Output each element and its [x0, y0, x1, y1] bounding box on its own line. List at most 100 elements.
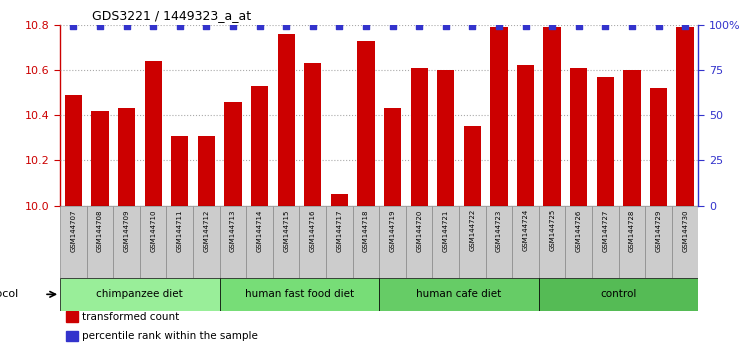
- Bar: [273, 206, 300, 278]
- Text: GSM144726: GSM144726: [576, 209, 582, 252]
- Bar: [406, 206, 433, 278]
- Bar: [198, 136, 215, 206]
- Text: percentile rank within the sample: percentile rank within the sample: [83, 331, 258, 342]
- Bar: [220, 206, 246, 278]
- Text: GSM144712: GSM144712: [204, 209, 210, 252]
- Bar: [167, 206, 193, 278]
- Bar: [66, 331, 78, 342]
- Bar: [486, 206, 512, 278]
- Bar: [544, 27, 561, 206]
- Bar: [251, 86, 268, 206]
- Text: GSM144728: GSM144728: [629, 209, 635, 252]
- Text: protocol: protocol: [0, 289, 19, 299]
- Text: human fast food diet: human fast food diet: [245, 289, 354, 299]
- Bar: [433, 206, 459, 278]
- Point: [466, 23, 478, 29]
- Point: [94, 23, 106, 29]
- Bar: [66, 312, 78, 321]
- Bar: [86, 206, 113, 278]
- Point: [520, 23, 532, 29]
- Text: GSM144717: GSM144717: [336, 209, 342, 252]
- Text: GSM144720: GSM144720: [416, 209, 422, 252]
- Bar: [246, 206, 273, 278]
- Point: [387, 23, 399, 29]
- Bar: [379, 206, 406, 278]
- Bar: [65, 95, 82, 206]
- Bar: [60, 206, 86, 278]
- Bar: [60, 278, 220, 311]
- Bar: [326, 206, 353, 278]
- Bar: [144, 61, 161, 206]
- Point: [360, 23, 372, 29]
- Text: GSM144729: GSM144729: [656, 209, 662, 252]
- Point: [413, 23, 425, 29]
- Text: control: control: [601, 289, 637, 299]
- Text: GSM144716: GSM144716: [309, 209, 315, 252]
- Point: [333, 23, 345, 29]
- Text: GSM144719: GSM144719: [390, 209, 396, 252]
- Point: [306, 23, 318, 29]
- Bar: [597, 77, 614, 206]
- Point: [679, 23, 691, 29]
- Bar: [490, 27, 508, 206]
- Point: [254, 23, 266, 29]
- Point: [599, 23, 611, 29]
- Bar: [300, 206, 326, 278]
- Bar: [225, 102, 242, 206]
- Bar: [623, 70, 641, 206]
- Bar: [193, 206, 219, 278]
- Point: [227, 23, 239, 29]
- Bar: [171, 136, 189, 206]
- Bar: [650, 88, 667, 206]
- Bar: [437, 70, 454, 206]
- Point: [653, 23, 665, 29]
- Text: GSM144711: GSM144711: [176, 209, 182, 252]
- Point: [173, 23, 185, 29]
- Text: GSM144709: GSM144709: [124, 209, 130, 252]
- Point: [280, 23, 292, 29]
- Text: GSM144723: GSM144723: [496, 209, 502, 252]
- Text: GSM144707: GSM144707: [71, 209, 77, 252]
- Point: [493, 23, 505, 29]
- Text: GSM144721: GSM144721: [443, 209, 449, 252]
- Text: transformed count: transformed count: [83, 312, 179, 321]
- Bar: [92, 111, 109, 206]
- Bar: [384, 108, 401, 206]
- Point: [546, 23, 558, 29]
- Text: GSM144730: GSM144730: [682, 209, 688, 252]
- Bar: [411, 68, 428, 206]
- Bar: [619, 206, 645, 278]
- Text: GSM144710: GSM144710: [150, 209, 156, 252]
- Bar: [570, 68, 587, 206]
- Text: GSM144708: GSM144708: [97, 209, 103, 252]
- Text: human cafe diet: human cafe diet: [416, 289, 502, 299]
- Point: [201, 23, 213, 29]
- Bar: [592, 206, 619, 278]
- Point: [573, 23, 585, 29]
- Point: [147, 23, 159, 29]
- Bar: [539, 206, 566, 278]
- Bar: [357, 41, 375, 206]
- Text: GSM144713: GSM144713: [230, 209, 236, 252]
- Text: GSM144724: GSM144724: [523, 209, 529, 251]
- Point: [626, 23, 638, 29]
- Text: GSM144718: GSM144718: [363, 209, 369, 252]
- Bar: [118, 108, 135, 206]
- Text: chimpanzee diet: chimpanzee diet: [96, 289, 183, 299]
- Bar: [672, 206, 698, 278]
- Text: GSM144725: GSM144725: [549, 209, 555, 251]
- Bar: [304, 63, 321, 206]
- Bar: [463, 126, 481, 206]
- Bar: [566, 206, 592, 278]
- Bar: [517, 65, 534, 206]
- Point: [68, 23, 80, 29]
- Text: GSM144715: GSM144715: [283, 209, 289, 252]
- Point: [440, 23, 452, 29]
- Text: GSM144714: GSM144714: [257, 209, 263, 252]
- Bar: [113, 206, 140, 278]
- Bar: [220, 278, 379, 311]
- Bar: [353, 206, 379, 278]
- Bar: [140, 206, 167, 278]
- Bar: [459, 206, 486, 278]
- Bar: [677, 27, 694, 206]
